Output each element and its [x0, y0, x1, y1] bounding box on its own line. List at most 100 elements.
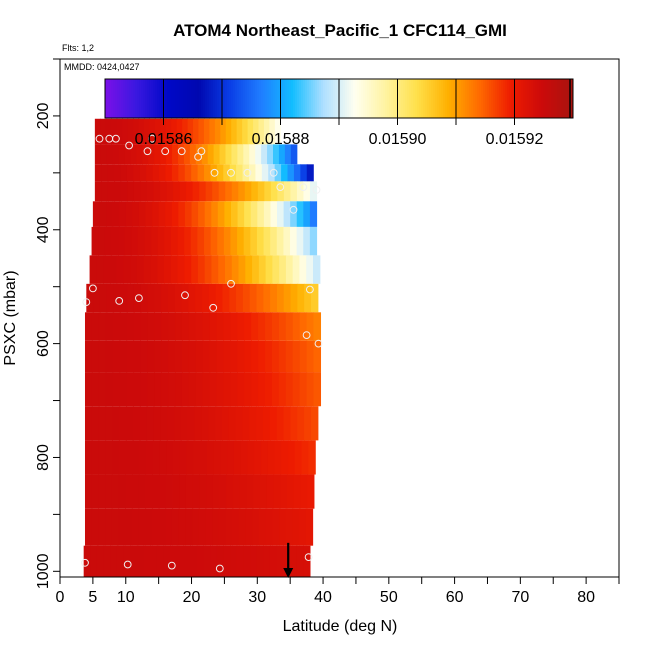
- heatmap-cell: [152, 474, 160, 509]
- colorbar-segment: [131, 79, 134, 118]
- heatmap-cell: [277, 201, 285, 227]
- colorbar-segment: [507, 79, 510, 118]
- heatmap-cell: [209, 118, 216, 145]
- heatmap-cell: [152, 440, 161, 475]
- colorbar-segment: [459, 79, 462, 118]
- colorbar-segment: [463, 79, 466, 118]
- chart-title: ATOM4 Northeast_Pacific_1 CFC114_GMI: [173, 21, 507, 40]
- plot-area: [81, 81, 323, 578]
- heatmap-cell: [242, 283, 251, 313]
- heatmap-cell: [242, 164, 250, 182]
- colorbar-segment: [453, 79, 456, 118]
- colorbar-segment: [509, 79, 512, 118]
- colorbar-segment: [137, 79, 140, 118]
- heatmap-cell: [252, 508, 260, 546]
- sample-point: [304, 553, 313, 561]
- colorbar-segment: [401, 79, 404, 118]
- heatmap-cell: [285, 372, 294, 407]
- heatmap-cell: [288, 440, 296, 475]
- heatmap-cell: [161, 372, 169, 407]
- colorbar-segment: [439, 79, 442, 118]
- colorbar-segment: [467, 79, 470, 118]
- heatmap-cell: [274, 118, 281, 145]
- colorbar-segment: [339, 79, 342, 118]
- colorbar-segment: [377, 79, 380, 118]
- colorbar-ticks: 0.01586 0.01588 0.01590 0.01592: [135, 118, 544, 148]
- heatmap-cell: [310, 406, 319, 441]
- colorbar-lines: [163, 79, 571, 118]
- colorbar-segment: [491, 79, 494, 118]
- colorbar-segment: [321, 79, 324, 118]
- heatmap-cell: [112, 440, 120, 475]
- colorbar-segment: [203, 79, 206, 118]
- colorbar-segment: [559, 79, 562, 118]
- colorbar-segment: [241, 79, 244, 118]
- heatmap-cell: [270, 226, 278, 256]
- heatmap-cell: [256, 545, 264, 577]
- colorbar: 0.01586 0.01588 0.01590 0.01592: [104, 78, 574, 148]
- heatmap-cell: [138, 474, 147, 509]
- heatmap-cell: [125, 201, 133, 227]
- heatmap-cell: [127, 181, 135, 202]
- heatmap-cell: [147, 372, 155, 407]
- heatmap-cell: [166, 181, 174, 202]
- heatmap-cell: [237, 226, 245, 256]
- heatmap-cell: [299, 372, 308, 407]
- colorbar-segment: [159, 79, 162, 118]
- heatmap-cell: [84, 406, 93, 441]
- heatmap-cell: [199, 474, 207, 509]
- heatmap-cell: [172, 474, 180, 509]
- heatmap-cell: [84, 508, 93, 546]
- heatmap-cell: [195, 372, 204, 407]
- heatmap-cell: [167, 406, 175, 441]
- heatmap-cell: [250, 226, 258, 256]
- colorbar-segment: [333, 79, 336, 118]
- colorbar-segment: [179, 79, 182, 118]
- heatmap-cell: [101, 181, 109, 202]
- colorbar-segment: [413, 79, 416, 118]
- heatmap-cell: [105, 372, 114, 407]
- heatmap-cell: [84, 372, 93, 407]
- heatmap-cell: [309, 201, 318, 227]
- heatmap-cell: [103, 255, 111, 284]
- heatmap-cell: [198, 201, 206, 227]
- colorbar-segment: [215, 79, 218, 118]
- heatmap-cell: [84, 474, 93, 509]
- colorbar-segment: [173, 79, 176, 118]
- sample-point: [299, 183, 308, 192]
- heatmap-cell: [307, 474, 315, 509]
- sample-point: [209, 303, 218, 312]
- heatmap-cell: [93, 283, 101, 313]
- heatmap-cell: [266, 474, 275, 509]
- heatmap-cell: [306, 340, 315, 373]
- heatmap-cell: [204, 164, 212, 182]
- heatmap-cell: [120, 164, 128, 182]
- colorbar-segment: [531, 79, 534, 118]
- heatmap-cell: [253, 474, 261, 509]
- colorbar-segment: [381, 79, 384, 118]
- heatmap-cell: [216, 372, 225, 407]
- heatmap-cell: [147, 283, 155, 313]
- heatmap-cell: [296, 181, 305, 202]
- heatmap-cell: [270, 283, 278, 313]
- sample-point: [227, 279, 235, 288]
- heatmap-cell: [131, 508, 140, 546]
- colorbar-segment: [169, 79, 172, 118]
- heatmap-cell: [111, 474, 120, 509]
- heatmap-cell: [272, 508, 280, 546]
- heatmap-cell: [306, 164, 314, 182]
- heatmap-cell: [133, 372, 141, 407]
- heatmap-cell: [116, 118, 123, 145]
- colorbar-segment: [347, 79, 350, 118]
- heatmap-cell: [120, 181, 129, 202]
- heatmap-cell: [212, 508, 220, 546]
- heatmap-cell: [283, 545, 291, 577]
- heatmap-cell: [228, 406, 237, 441]
- heatmap-cell: [265, 312, 273, 341]
- heatmap-cell: [157, 226, 165, 256]
- colorbar-segment: [489, 79, 492, 118]
- heatmap-cell: [243, 226, 251, 256]
- heatmap-cell: [239, 474, 248, 509]
- heatmap-cell: [90, 545, 98, 577]
- colorbar-segment: [125, 79, 128, 118]
